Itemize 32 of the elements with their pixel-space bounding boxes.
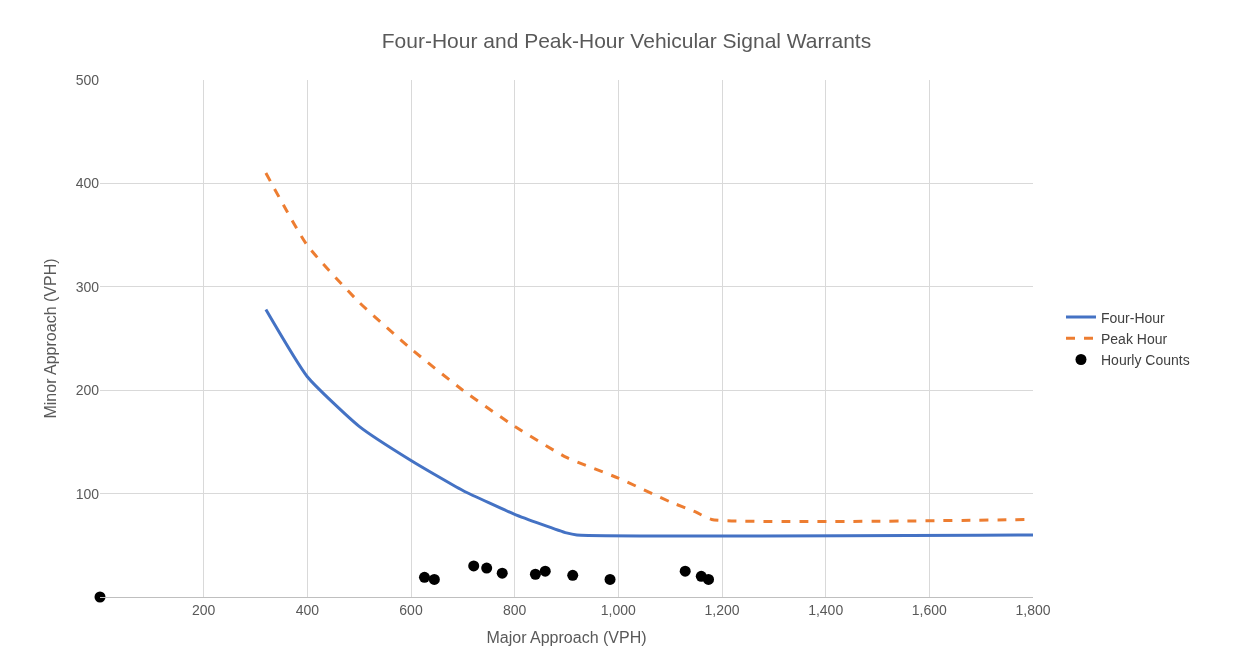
y-axis-title: Minor Approach (VPH) — [41, 258, 59, 419]
y-tick-label: 300 — [75, 278, 100, 295]
x-tick-label: 1,000 — [600, 601, 637, 618]
point — [468, 560, 480, 572]
x-axis-title: Major Approach (VPH) — [486, 629, 647, 647]
point — [481, 562, 493, 574]
point — [567, 569, 579, 581]
y-tick-label: 500 — [75, 71, 100, 88]
x-tick-label: 800 — [502, 601, 527, 618]
legend-label: Hourly Counts — [1100, 351, 1190, 368]
point — [428, 573, 440, 585]
point — [679, 565, 691, 577]
x-tick-label: 400 — [295, 601, 320, 618]
line-series — [264, 308, 1033, 538]
point — [529, 568, 541, 580]
x-tick-label: 1,600 — [911, 601, 948, 618]
point — [703, 573, 715, 585]
point — [418, 571, 430, 583]
point — [539, 565, 551, 577]
x-tick-label: 1,800 — [1015, 601, 1051, 618]
y-tick-label: 100 — [75, 485, 100, 502]
y-tick-label: 200 — [75, 382, 100, 399]
point — [604, 573, 616, 585]
legend-label: Four-Hour — [1100, 309, 1166, 326]
chart-title: Four-Hour and Peak-Hour Vehicular Signal Warrants — [381, 29, 872, 53]
x-tick-label: 600 — [399, 601, 423, 618]
x-tick-label: 1,400 — [808, 601, 844, 618]
y-tick-label: 400 — [75, 175, 100, 192]
x-tick-label: 1,200 — [704, 601, 740, 618]
point — [496, 567, 508, 579]
x-tick-label: 200 — [191, 601, 216, 618]
legend-label: Peak Hour — [1100, 330, 1168, 347]
